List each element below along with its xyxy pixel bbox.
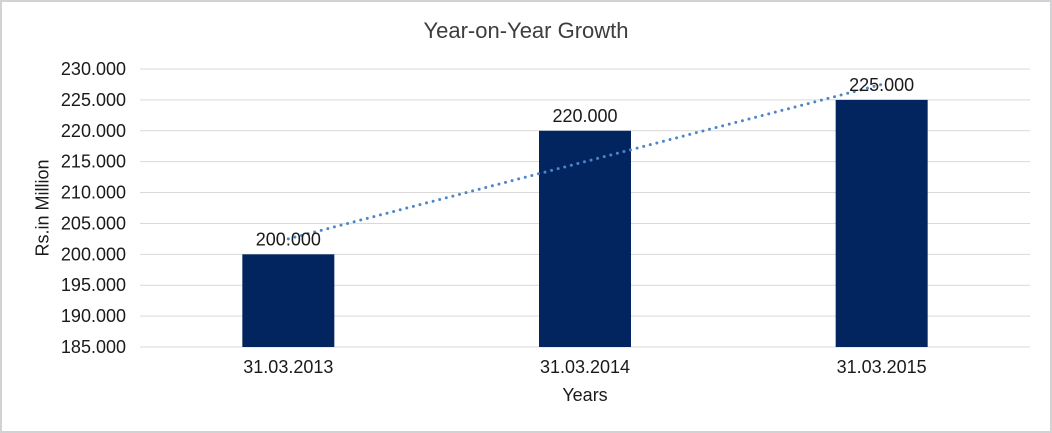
x-tick-label: 31.03.2013 — [243, 357, 333, 377]
x-tick-label: 31.03.2014 — [540, 357, 630, 377]
bar-31-03-2013 — [242, 254, 335, 347]
y-tick-label: 190.000 — [61, 306, 126, 326]
trendline — [286, 82, 884, 241]
y-tick-label: 200.000 — [61, 244, 126, 264]
y-tick-label: 210.000 — [61, 183, 126, 203]
data-label: 200.000 — [256, 229, 321, 249]
data-label: 225.000 — [849, 75, 914, 95]
y-tick-label: 205.000 — [61, 213, 126, 233]
x-tick-label: 31.03.2015 — [837, 357, 927, 377]
y-tick-label: 220.000 — [61, 121, 126, 141]
y-tick-label: 225.000 — [61, 90, 126, 110]
x-axis-title: Years — [562, 385, 608, 405]
bar-31-03-2015 — [835, 99, 928, 347]
bar-31-03-2014 — [539, 130, 631, 347]
y-tick-label: 195.000 — [61, 275, 126, 295]
y-tick-label: 215.000 — [61, 152, 126, 172]
y-tick-label: 230.000 — [61, 59, 126, 79]
y-axis-title: Rs.in Million — [32, 159, 53, 257]
data-label: 220.000 — [552, 106, 617, 126]
chart-title: Year-on-Year Growth — [423, 18, 629, 43]
y-tick-label: 185.000 — [61, 337, 126, 357]
